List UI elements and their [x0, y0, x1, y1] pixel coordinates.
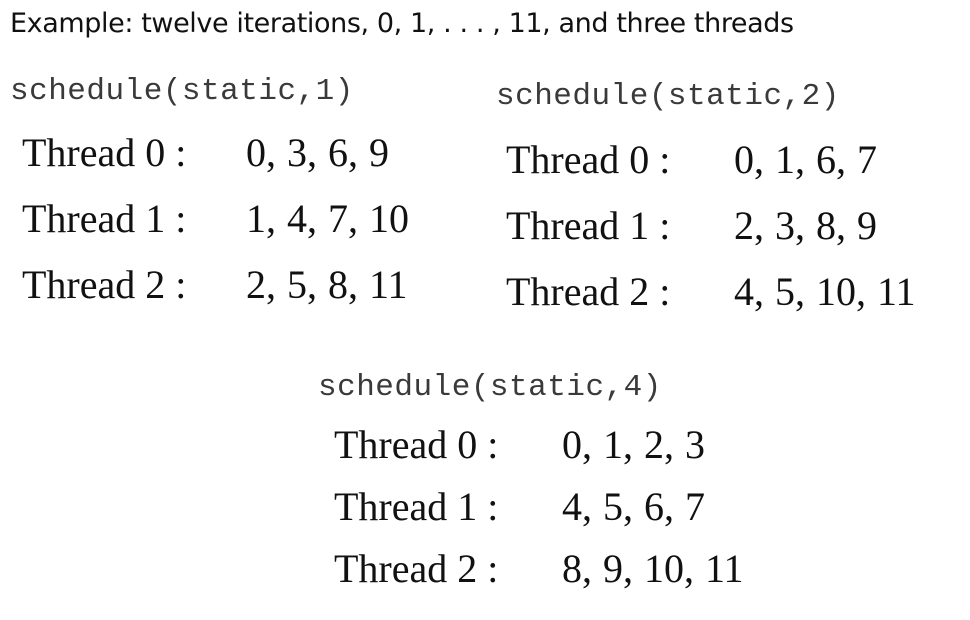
schedule-heading: schedule(static,2): [496, 79, 840, 114]
slide-title: Example: twelve iterations, 0, 1, . . . …: [10, 8, 794, 39]
thread-label: Thread 2 :: [334, 546, 499, 591]
thread-row: Thread 2 : 8, 9, 10, 11: [334, 545, 744, 607]
thread-label: Thread 0 :: [334, 422, 499, 467]
thread-label: Thread 0 :: [506, 137, 671, 182]
thread-row: Thread 1 : 4, 5, 6, 7: [334, 483, 705, 545]
iteration-values: 8, 9, 10, 11: [562, 546, 744, 591]
iteration-values: 2, 3, 8, 9: [734, 203, 877, 248]
thread-label: Thread 1 :: [334, 484, 499, 529]
thread-label: Thread 2 :: [506, 269, 671, 314]
iteration-values: 1, 4, 7, 10: [246, 196, 409, 241]
schedule-block-static-1: schedule(static,1) Thread 0 : 0, 3, 6, 9…: [10, 74, 409, 327]
thread-label: Thread 1 :: [22, 196, 187, 241]
thread-row: Thread 0 : 0, 1, 2, 3: [334, 421, 705, 483]
thread-list: Thread 0 : 0, 3, 6, 9 Thread 1 : 1, 4, 7…: [22, 129, 409, 327]
schedule-heading: schedule(static,4): [318, 370, 662, 405]
thread-row: Thread 0 : 0, 1, 6, 7: [506, 136, 877, 202]
thread-row: Thread 0 : 0, 3, 6, 9: [22, 129, 389, 195]
thread-label: Thread 1 :: [506, 203, 671, 248]
schedule-block-static-2: schedule(static,2) Thread 0 : 0, 1, 6, 7…: [496, 79, 916, 334]
thread-row: Thread 1 : 2, 3, 8, 9: [506, 202, 877, 268]
iteration-values: 0, 3, 6, 9: [246, 130, 389, 175]
thread-row: Thread 2 : 4, 5, 10, 11: [506, 268, 916, 334]
thread-list: Thread 0 : 0, 1, 2, 3 Thread 1 : 4, 5, 6…: [334, 421, 744, 607]
schedule-heading: schedule(static,1): [10, 74, 354, 109]
thread-row: Thread 2 : 2, 5, 8, 11: [22, 261, 408, 327]
iteration-values: 0, 1, 2, 3: [562, 422, 705, 467]
thread-label: Thread 0 :: [22, 130, 187, 175]
thread-label: Thread 2 :: [22, 262, 187, 307]
iteration-values: 2, 5, 8, 11: [246, 262, 408, 307]
iteration-values: 4, 5, 10, 11: [734, 269, 916, 314]
thread-list: Thread 0 : 0, 1, 6, 7 Thread 1 : 2, 3, 8…: [506, 136, 916, 334]
iteration-values: 0, 1, 6, 7: [734, 137, 877, 182]
thread-row: Thread 1 : 1, 4, 7, 10: [22, 195, 409, 261]
schedule-block-static-4: schedule(static,4) Thread 0 : 0, 1, 2, 3…: [318, 370, 744, 607]
iteration-values: 4, 5, 6, 7: [562, 484, 705, 529]
